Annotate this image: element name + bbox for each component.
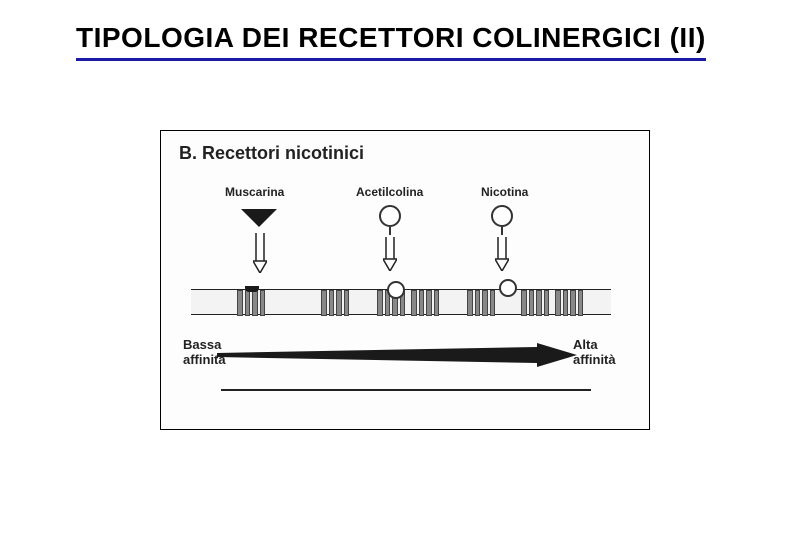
affinity-low-line1: Bassa [183, 337, 221, 352]
page-title: TIPOLOGIA DEI RECETTORI COLINERGICI (II) [76, 22, 706, 61]
arrow-down-muscarina [253, 233, 265, 273]
acetilcolina-icon [379, 205, 401, 227]
affinity-high-line2: affinità [573, 352, 616, 367]
label-nicotina: Nicotina [481, 185, 528, 199]
muscarina-icon [241, 209, 277, 227]
label-muscarina: Muscarina [225, 185, 284, 199]
label-acetilcolina: Acetilcolina [356, 185, 423, 199]
nicotina-icon [491, 205, 513, 227]
bound-nicotina-icon [499, 279, 517, 297]
nicotina-stem [501, 227, 503, 235]
receptor-5a [521, 284, 549, 322]
affinity-high-line1: Alta [573, 337, 598, 352]
section-label: B. Recettori nicotinici [179, 143, 364, 164]
receptor-4 [467, 284, 495, 322]
receptor-1 [237, 284, 265, 322]
bottom-rule [221, 389, 591, 391]
affinity-arrow-icon [217, 343, 577, 367]
figure-panel: B. Recettori nicotinici Muscarina Acetil… [160, 130, 650, 430]
acetilcolina-stem [389, 227, 391, 235]
arrow-down-acetilcolina [383, 237, 395, 271]
bound-acetilcolina-icon [387, 281, 405, 299]
receptor-3b [411, 284, 439, 322]
arrow-down-nicotina [495, 237, 507, 271]
receptor-5b [555, 284, 583, 322]
receptor-2 [321, 284, 349, 322]
affinity-high-label: Alta affinità [573, 337, 616, 367]
